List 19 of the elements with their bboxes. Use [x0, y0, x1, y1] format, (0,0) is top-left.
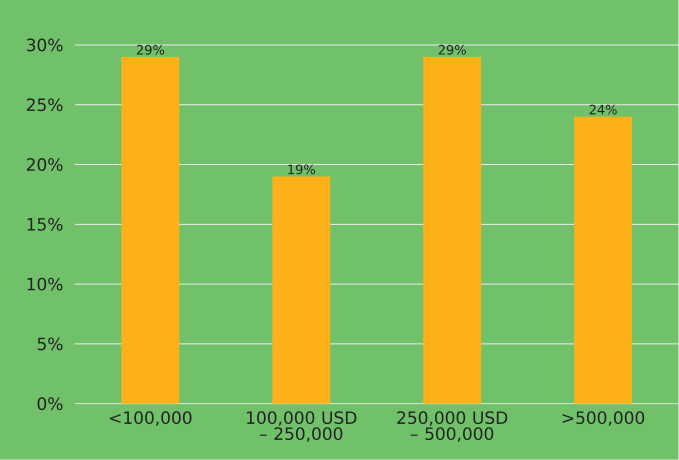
bar — [272, 176, 330, 404]
y-tick-label: 20% — [26, 158, 62, 172]
data-label: 29% — [438, 45, 466, 55]
y-tick-label: 25% — [26, 98, 62, 112]
y-tick-label: 0% — [38, 397, 62, 410]
y-tick-label: 10% — [28, 278, 62, 291]
bar — [121, 57, 180, 404]
x-tick-label: >500,000 — [562, 411, 644, 426]
data-label: 24% — [590, 104, 617, 115]
bar — [574, 116, 632, 404]
x-tick-label: <100,000 — [110, 411, 192, 426]
y-tick-label: 30% — [26, 38, 62, 52]
bar — [423, 57, 482, 404]
y-tick-label: 15% — [28, 218, 62, 231]
y-tick-label: 5% — [38, 338, 62, 350]
data-label: 19% — [288, 164, 315, 174]
x-tick-label: 250,000 USD – 500,000 — [397, 411, 508, 442]
data-label: 29% — [136, 45, 164, 55]
x-tick-label: 100,000 USD – 250,000 — [247, 411, 356, 442]
